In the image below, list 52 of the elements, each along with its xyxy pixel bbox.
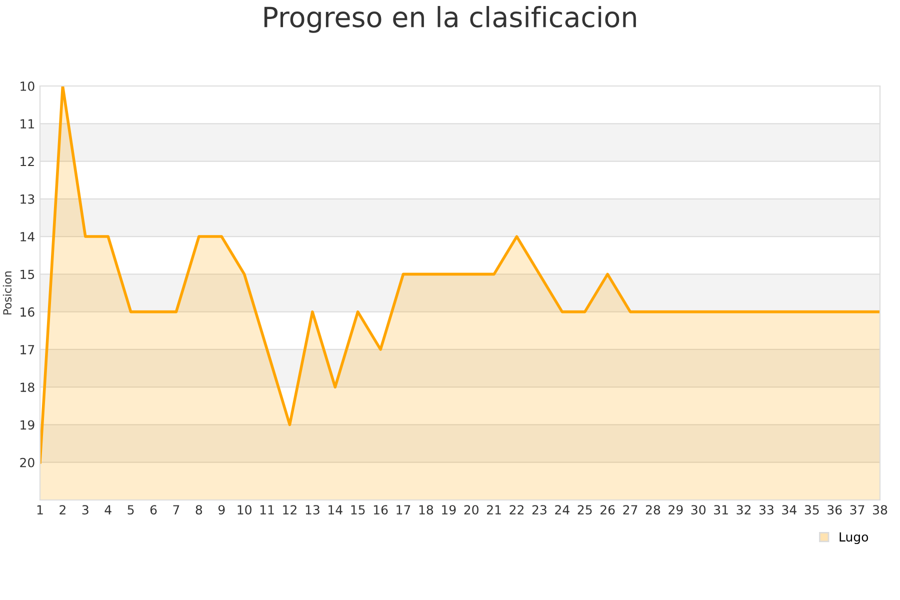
x-tick-label: 33: [759, 505, 774, 515]
x-tick-label: 10: [238, 505, 252, 515]
x-tick-label: 35: [804, 505, 819, 515]
x-tick-label: 8: [196, 505, 202, 515]
x-tick-label: 25: [578, 505, 592, 515]
x-tick-label: 38: [873, 505, 888, 515]
x-tick-label: 34: [782, 505, 796, 515]
y-tick-label: 18: [20, 382, 34, 392]
chart-title: Progreso en la clasificacion: [264, 6, 636, 33]
x-tick-label: 9: [218, 505, 225, 515]
x-tick-label: 1: [37, 505, 43, 514]
x-tick-label: 37: [850, 505, 864, 515]
x-tick-label: 29: [668, 505, 683, 515]
y-tick-label: 10: [20, 81, 34, 91]
x-tick-label: 36: [828, 505, 842, 515]
y-tick-label: 17: [20, 345, 34, 354]
x-tick-label: 20: [464, 505, 478, 515]
x-tick-label: 32: [736, 505, 750, 515]
x-tick-label: 19: [442, 505, 456, 515]
x-tick-label: 12: [283, 505, 296, 514]
x-tick-label: 5: [128, 505, 134, 515]
x-tick-label: 16: [374, 505, 388, 515]
y-tick-label: 19: [20, 420, 34, 430]
x-tick-label: 3: [82, 505, 88, 515]
x-tick-label: 22: [510, 505, 524, 514]
x-tick-label: 21: [487, 505, 501, 514]
y-tick-label: 12: [20, 156, 34, 166]
x-tick-label: 14: [328, 505, 342, 514]
x-tick-label: 23: [532, 505, 546, 515]
y-tick-label: 16: [20, 307, 34, 317]
x-tick-label: 17: [396, 505, 410, 514]
x-tick-label: 7: [173, 505, 180, 514]
y-tick-label: 11: [20, 119, 34, 128]
x-tick-label: 6: [150, 505, 157, 515]
x-tick-label: 31: [714, 505, 728, 515]
x-tick-label: 28: [646, 505, 660, 515]
x-tick-label: 24: [555, 505, 570, 514]
y-tick-label: 20: [20, 458, 34, 468]
x-tick-label: 15: [351, 505, 365, 515]
y-tick-label: 15: [20, 270, 34, 280]
x-tick-label: 11: [260, 505, 274, 514]
legend-label: Lugo: [840, 532, 868, 544]
x-tick-label: 18: [419, 505, 434, 515]
y-tick-label: 14: [20, 232, 34, 242]
x-tick-label: 27: [623, 505, 638, 514]
x-tick-label: 4: [104, 505, 112, 514]
y-axis-title: Posicion: [2, 271, 12, 314]
y-tick-label: 13: [20, 194, 34, 204]
x-tick-label: 13: [306, 505, 320, 515]
x-tick-label: 30: [691, 505, 706, 515]
x-tick-label: 2: [60, 505, 66, 514]
x-tick-label: 26: [600, 505, 615, 515]
